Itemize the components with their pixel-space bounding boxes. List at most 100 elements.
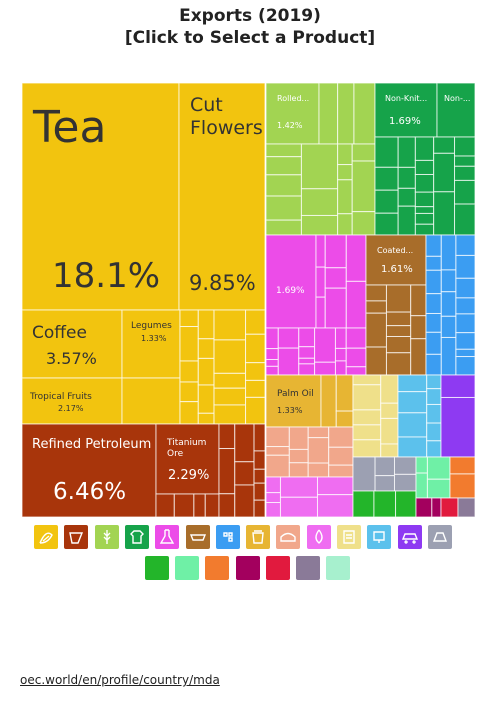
treemap-cell[interactable] [265, 365, 279, 376]
treemap-cell[interactable] [318, 82, 339, 145]
treemap-cell[interactable] [455, 297, 476, 315]
treemap-cell[interactable] [334, 327, 347, 349]
treemap-cell[interactable] [324, 287, 347, 329]
treemap-cell[interactable] [213, 387, 247, 406]
refined-petroleum-cell[interactable] [21, 423, 157, 518]
treemap-cell[interactable] [197, 338, 215, 359]
treemap-cell[interactable] [433, 136, 456, 154]
treemap-cell[interactable] [265, 426, 290, 448]
treemap-cell[interactable] [335, 374, 354, 412]
treemap-cell[interactable] [397, 205, 416, 236]
treemap-cell[interactable] [277, 347, 300, 376]
treemap-cell[interactable] [449, 456, 476, 475]
treemap-cell[interactable] [426, 374, 442, 390]
car-icon[interactable] [397, 525, 422, 549]
treemap-cell[interactable] [425, 293, 442, 314]
treemap-cell[interactable] [397, 374, 428, 393]
treemap-cell[interactable] [415, 497, 433, 518]
treemap-cell[interactable] [253, 482, 266, 501]
legumes-cell[interactable] [121, 309, 181, 379]
treemap-cell[interactable] [213, 309, 247, 341]
treemap-cell[interactable] [374, 166, 399, 191]
treemap-cell[interactable] [385, 311, 412, 327]
cut-flowers-cell[interactable] [178, 82, 266, 311]
treemap-cell[interactable] [314, 327, 336, 363]
treemap-cell[interactable] [307, 426, 330, 439]
treemap-cell[interactable] [279, 496, 318, 518]
treemap-cell[interactable] [414, 159, 435, 175]
gears-icon[interactable] [215, 525, 240, 549]
treemap-cell[interactable] [234, 423, 255, 463]
treemap-cell[interactable] [279, 476, 318, 498]
treemap-cell[interactable] [353, 82, 376, 145]
treemap-cell[interactable] [265, 476, 281, 494]
treemap-cell[interactable] [345, 280, 367, 329]
treemap-cell[interactable] [352, 409, 382, 426]
treemap-cell[interactable] [449, 473, 476, 499]
treemap-cell[interactable] [234, 484, 255, 518]
treemap-cell[interactable] [315, 266, 326, 298]
treemap-cell[interactable] [213, 372, 247, 389]
treemap-cell[interactable] [197, 357, 215, 386]
treemap-cell[interactable] [454, 165, 476, 181]
treemap-cell[interactable] [307, 437, 330, 464]
treemap-cell[interactable] [380, 443, 399, 458]
treemap-cell[interactable] [397, 136, 416, 168]
bread-icon[interactable] [276, 525, 301, 549]
treemap-cell[interactable] [265, 156, 302, 176]
treemap-cell[interactable] [179, 360, 199, 383]
treemap-cell[interactable] [298, 363, 316, 376]
treemap-cell[interactable] [440, 497, 459, 518]
treemap-cell[interactable] [385, 335, 412, 354]
treemap-cell[interactable] [265, 454, 290, 478]
treemap-cell[interactable] [431, 497, 442, 518]
treemap-cell[interactable] [373, 490, 397, 518]
treemap-cell[interactable] [374, 212, 399, 236]
treemap-cell[interactable] [213, 404, 247, 425]
treemap-cell[interactable] [352, 439, 382, 458]
treemap-cell[interactable] [265, 446, 290, 456]
treemap-cell[interactable] [300, 214, 339, 236]
animal-icon[interactable] [145, 556, 169, 580]
treemap-cell[interactable] [397, 436, 428, 458]
treemap-cell[interactable] [121, 377, 181, 425]
treemap-cell[interactable] [245, 396, 266, 425]
treemap-cell[interactable] [179, 401, 199, 425]
metal-bar-icon[interactable] [185, 525, 210, 549]
treemap-cell[interactable] [337, 213, 353, 236]
treemap-cell[interactable] [426, 456, 451, 480]
treemap-cell[interactable] [415, 456, 428, 474]
treemap-cell[interactable] [374, 456, 395, 477]
titanium-ore-cell[interactable] [155, 423, 220, 495]
treemap-cell[interactable] [410, 284, 427, 317]
treemap-cell[interactable] [414, 223, 435, 236]
treemap-cell[interactable] [155, 493, 175, 518]
treemap-cell[interactable] [265, 327, 279, 350]
leaf-icon[interactable] [34, 525, 58, 549]
treemap-cell[interactable] [385, 284, 412, 313]
source-link[interactable]: oec.world/en/profile/country/mda [20, 673, 220, 687]
treemap-cell[interactable] [245, 379, 266, 398]
treemap-cell[interactable] [307, 462, 330, 478]
non-knit-cell[interactable] [374, 82, 438, 138]
treemap-cell[interactable] [365, 300, 387, 314]
treemap-cell[interactable] [455, 348, 476, 358]
treemap-cell[interactable] [351, 160, 376, 213]
treemap-cell[interactable] [314, 361, 336, 376]
treemap-cell[interactable] [265, 348, 279, 360]
treemap-cell[interactable] [397, 187, 416, 207]
coated-cell[interactable] [365, 234, 427, 286]
tropical-fruits-cell[interactable] [21, 377, 123, 425]
wood-icon[interactable] [326, 556, 351, 580]
treemap-cell[interactable] [426, 422, 442, 442]
chemical-top-cell[interactable] [265, 234, 317, 329]
treemap-cell[interactable] [218, 423, 236, 450]
treemap-cell[interactable] [351, 211, 376, 236]
treemap-cell[interactable] [345, 347, 367, 368]
treemap-cell[interactable] [393, 456, 417, 475]
treemap-cell[interactable] [440, 374, 476, 398]
treemap-cell[interactable] [414, 212, 435, 225]
treemap-cell[interactable] [245, 333, 266, 364]
treemap-cell[interactable] [455, 234, 476, 256]
coffee-cell[interactable] [21, 309, 123, 379]
